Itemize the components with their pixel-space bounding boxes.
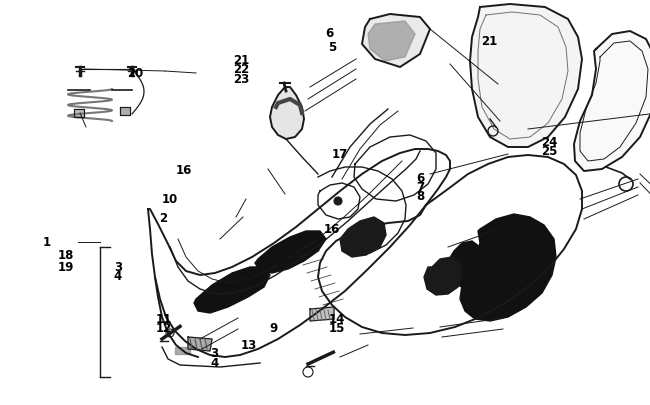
- Text: 8: 8: [416, 190, 424, 202]
- Text: 7: 7: [416, 181, 424, 194]
- Polygon shape: [120, 108, 130, 116]
- Polygon shape: [447, 241, 484, 287]
- Polygon shape: [255, 231, 326, 273]
- Circle shape: [334, 198, 342, 205]
- Polygon shape: [310, 307, 334, 321]
- Text: 24: 24: [541, 135, 557, 148]
- Text: 11: 11: [156, 312, 172, 325]
- Text: 21: 21: [233, 53, 249, 66]
- Text: 6: 6: [325, 27, 333, 40]
- Text: 23: 23: [233, 73, 249, 86]
- Text: 19: 19: [57, 261, 73, 274]
- Text: 15: 15: [328, 322, 344, 335]
- Text: 3: 3: [114, 260, 122, 273]
- Text: 4: 4: [211, 356, 219, 369]
- Text: 16: 16: [176, 164, 192, 177]
- Text: 20: 20: [127, 67, 144, 80]
- Polygon shape: [194, 267, 270, 313]
- Text: 18: 18: [57, 249, 73, 262]
- Polygon shape: [74, 110, 84, 118]
- Polygon shape: [340, 217, 386, 257]
- Polygon shape: [460, 215, 556, 321]
- Text: 9: 9: [270, 321, 278, 334]
- Text: 17: 17: [332, 147, 348, 160]
- Text: 4: 4: [114, 270, 122, 283]
- Polygon shape: [368, 22, 415, 62]
- Polygon shape: [270, 88, 304, 140]
- Text: 22: 22: [233, 63, 249, 76]
- Text: 13: 13: [240, 338, 257, 351]
- Text: 12: 12: [156, 322, 172, 335]
- Text: 1: 1: [43, 236, 51, 249]
- Text: 14: 14: [328, 312, 344, 325]
- Text: 10: 10: [161, 193, 177, 206]
- Text: 16: 16: [324, 223, 340, 236]
- Polygon shape: [362, 15, 430, 68]
- Text: 6: 6: [416, 172, 424, 185]
- Polygon shape: [574, 32, 650, 172]
- Polygon shape: [188, 337, 212, 351]
- Text: 21: 21: [481, 35, 497, 48]
- Text: 2: 2: [159, 211, 168, 224]
- Text: 5: 5: [328, 41, 336, 54]
- Text: 3: 3: [211, 346, 218, 359]
- Polygon shape: [470, 5, 582, 148]
- Polygon shape: [424, 257, 462, 295]
- Text: 25: 25: [541, 145, 557, 158]
